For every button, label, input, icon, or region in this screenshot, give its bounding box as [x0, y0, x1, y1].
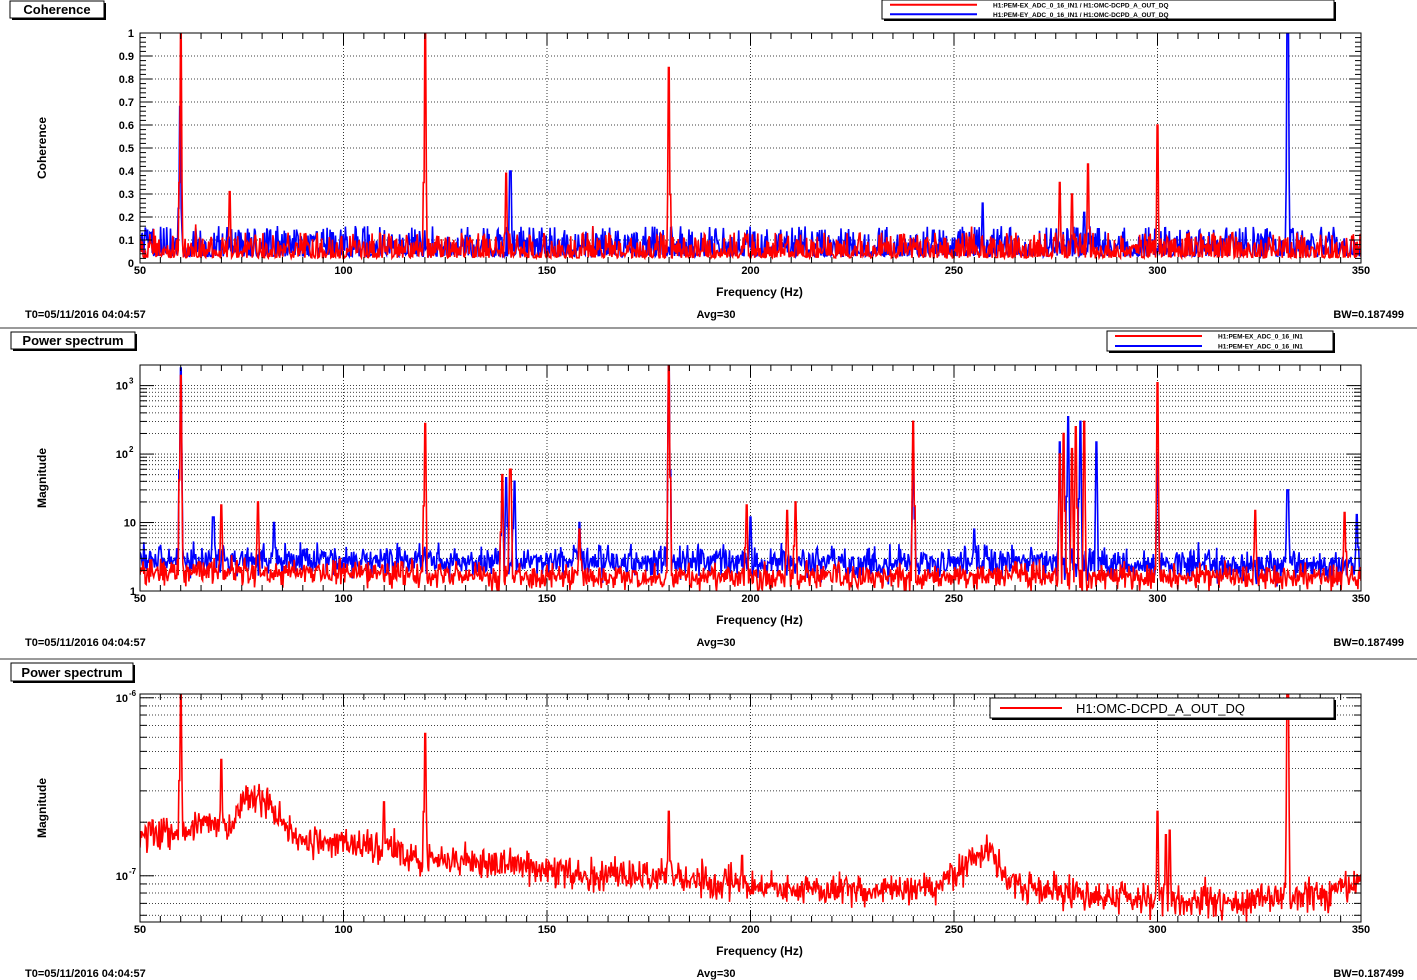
footer-t0: T0=05/11/2016 04:04:57 — [25, 968, 146, 980]
x-axis-label: Frequency (Hz) — [716, 613, 803, 627]
footer-avg: Avg=30 — [696, 309, 735, 321]
legend-entry-1: H1:OMC-DCPD_A_OUT_DQ — [1076, 701, 1245, 716]
legend-entry-1: H1:PEM-EX_ADC_0_16_IN1 — [1218, 334, 1303, 341]
y-tick-label: 10 — [124, 518, 136, 530]
panel-title-box — [9, 0, 105, 19]
y-tick-exponent: 2 — [129, 445, 134, 454]
footer-bw: BW=0.187499 — [1333, 309, 1404, 321]
series-line-2 — [140, 365, 1361, 587]
x-tick-label: 200 — [741, 924, 759, 936]
y-tick-exponent: -7 — [129, 867, 137, 876]
panel-divider — [0, 658, 1417, 660]
y-tick-label: 0.4 — [119, 166, 135, 178]
x-tick-label: 350 — [1352, 593, 1370, 605]
x-tick-label: 100 — [334, 924, 352, 936]
legend-box — [989, 697, 1335, 719]
y-tick-label: 10 — [116, 693, 128, 705]
legend-entry-2: H1:PEM-EY_ADC_0_16_IN1 — [1218, 344, 1303, 351]
panel-title: Power spectrum — [22, 333, 123, 348]
footer-avg: Avg=30 — [696, 637, 735, 649]
series-line-1 — [140, 694, 1361, 922]
x-tick-label: 350 — [1352, 924, 1370, 936]
y-tick-label: 1 — [130, 586, 136, 598]
footer-t0: T0=05/11/2016 04:04:57 — [25, 637, 146, 649]
x-tick-label: 200 — [741, 593, 759, 605]
footer-avg: Avg=30 — [696, 968, 735, 980]
y-axis-label: Coherence — [35, 117, 49, 179]
y-tick-label: 10 — [116, 871, 128, 883]
x-tick-label: 150 — [538, 593, 556, 605]
series-line-1 — [140, 365, 1361, 591]
y-tick-exponent: -6 — [129, 689, 137, 698]
x-axis-label: Frequency (Hz) — [716, 944, 803, 958]
panel-title: Coherence — [23, 2, 90, 17]
footer-bw: BW=0.187499 — [1333, 968, 1404, 980]
y-tick-label: 10 — [116, 449, 128, 461]
series-line-2 — [140, 33, 1361, 260]
x-tick-label: 150 — [538, 265, 556, 277]
chart-panel-1: Coherence 50 100 150 200 250 300 350 0 0.1 0.2 0.3 0… — [9, 0, 1404, 321]
x-tick-label: 200 — [741, 265, 759, 277]
x-tick-label: 300 — [1148, 593, 1166, 605]
panel-title-box — [10, 662, 134, 682]
x-tick-label: 50 — [134, 593, 146, 605]
x-tick-label: 250 — [945, 924, 963, 936]
y-tick-label: 0.2 — [119, 212, 134, 224]
y-tick-label: 1 — [128, 28, 134, 40]
y-tick-label: 10 — [116, 381, 128, 393]
y-axis-label: Magnitude — [35, 778, 49, 838]
legend-box — [881, 0, 1335, 20]
y-tick-label: 0.5 — [119, 143, 134, 155]
footer-t0: T0=05/11/2016 04:04:57 — [25, 309, 146, 321]
x-tick-label: 50 — [134, 265, 146, 277]
y-tick-label: 0.1 — [119, 235, 134, 247]
footer-bw: BW=0.187499 — [1333, 637, 1404, 649]
y-axis-label: Magnitude — [35, 448, 49, 508]
y-tick-label: 0.7 — [119, 97, 134, 109]
y-tick-label: 0.3 — [119, 189, 134, 201]
panel-title-box — [10, 331, 136, 350]
x-tick-label: 150 — [538, 924, 556, 936]
x-tick-label: 100 — [334, 265, 352, 277]
x-tick-label: 250 — [945, 593, 963, 605]
x-tick-label: 100 — [334, 593, 352, 605]
legend-entry-1: H1:PEM-EX_ADC_0_16_IN1 / H1:OMC-DCPD_A_O… — [993, 2, 1169, 9]
x-tick-label: 50 — [134, 924, 146, 936]
y-tick-label: 0.8 — [119, 74, 134, 86]
x-tick-label: 250 — [945, 265, 963, 277]
x-axis-label: Frequency (Hz) — [716, 285, 803, 299]
x-tick-label: 300 — [1148, 265, 1166, 277]
panel-divider — [0, 327, 1417, 329]
y-tick-exponent: 3 — [129, 377, 134, 386]
x-tick-label: 350 — [1352, 265, 1370, 277]
y-tick-label: 0.9 — [119, 51, 134, 63]
y-tick-label: 0 — [128, 258, 134, 270]
x-tick-label: 300 — [1148, 924, 1166, 936]
legend-entry-2: H1:PEM-EY_ADC_0_16_IN1 / H1:OMC-DCPD_A_O… — [993, 12, 1169, 19]
panel-title: Power spectrum — [21, 665, 122, 680]
y-tick-label: 0.6 — [119, 120, 134, 132]
